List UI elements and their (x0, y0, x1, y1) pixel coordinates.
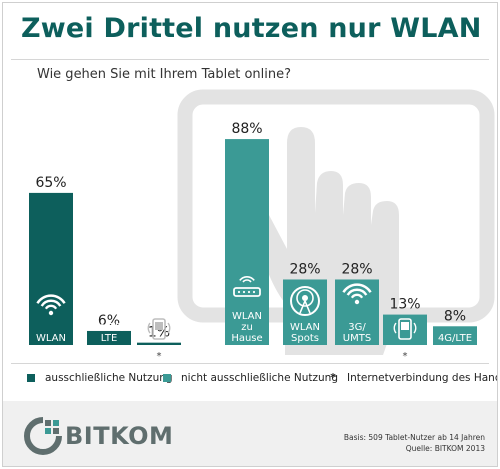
title-divider (11, 59, 489, 60)
bar-non-exclusive-wlan-zu-hause (225, 139, 269, 345)
legend-swatch-exclusive (27, 374, 35, 382)
bar-value-label: 88% (231, 121, 262, 137)
legend-label-non-exclusive: nicht ausschließliche Nutzung (181, 372, 338, 384)
bar-value-label: 65% (35, 175, 66, 191)
bar-exclusive-wlan (29, 192, 73, 345)
legend: ausschließliche Nutzung nicht ausschließ… (3, 372, 497, 390)
bar-exclusive-umts-lte (87, 330, 131, 345)
bar-value-label: 6% (98, 313, 120, 329)
bar-category-label: WLAN Spots (290, 322, 320, 344)
legend-item-exclusive: ausschließliche Nutzung (27, 372, 173, 384)
bar-category-label: 4G/LTE (438, 333, 472, 344)
legend-divider (11, 363, 489, 364)
bitkom-logo-text: BITKOM (65, 422, 174, 450)
bar-value-label: 28% (341, 261, 372, 277)
bar-footnote-marker: * (403, 351, 408, 362)
router-icon (233, 276, 261, 297)
phone-tethering-icon (147, 318, 171, 340)
bitkom-logo-icon (24, 417, 62, 455)
bar-non-exclusive-4g-lte (433, 326, 477, 345)
bar-value-label: 8% (444, 308, 466, 324)
wifi-icon (342, 283, 372, 305)
legend-footnote-marker: * (330, 372, 336, 384)
hotspot-icon (290, 286, 320, 316)
bar-category-label: 3G/UMTS (343, 322, 371, 344)
bar-exclusive-phone-tethering-icon (137, 342, 181, 345)
legend-label-exclusive: ausschließliche Nutzung (45, 372, 173, 384)
legend-swatch-non-exclusive (163, 374, 171, 382)
legend-label-footnote: Internetverbindung des Handys (347, 372, 498, 384)
wifi-icon (36, 294, 66, 316)
bar-category-label: WLAN zu Hause (231, 311, 262, 344)
bar-category-label: WLAN (36, 333, 66, 344)
chart-title: Zwei Drittel nutzen nur WLAN (21, 13, 482, 44)
phone-tethering-icon (393, 318, 417, 340)
source-basis: Basis: 509 Tablet-Nutzer ab 14 Jahren (343, 433, 485, 442)
bar-value-label: 13% (389, 297, 420, 313)
legend-item-non-exclusive: nicht ausschließliche Nutzung (163, 372, 338, 384)
chart-subtitle: Wie gehen Sie mit Ihrem Tablet online? (37, 67, 291, 82)
bitkom-logo: BITKOM (23, 416, 223, 456)
legend-item-footnote: * Internetverbindung des Handys (329, 372, 498, 384)
bar-category-label: UMTS/LTE (93, 322, 125, 344)
bar-footnote-marker: * (157, 351, 162, 362)
bar-value-label: 28% (289, 261, 320, 277)
source-quelle: Quelle: BITKOM 2013 (405, 444, 485, 453)
footer-band (3, 401, 497, 466)
source-note: Basis: 509 Tablet-Nutzer ab 14 Jahren Qu… (344, 432, 485, 454)
